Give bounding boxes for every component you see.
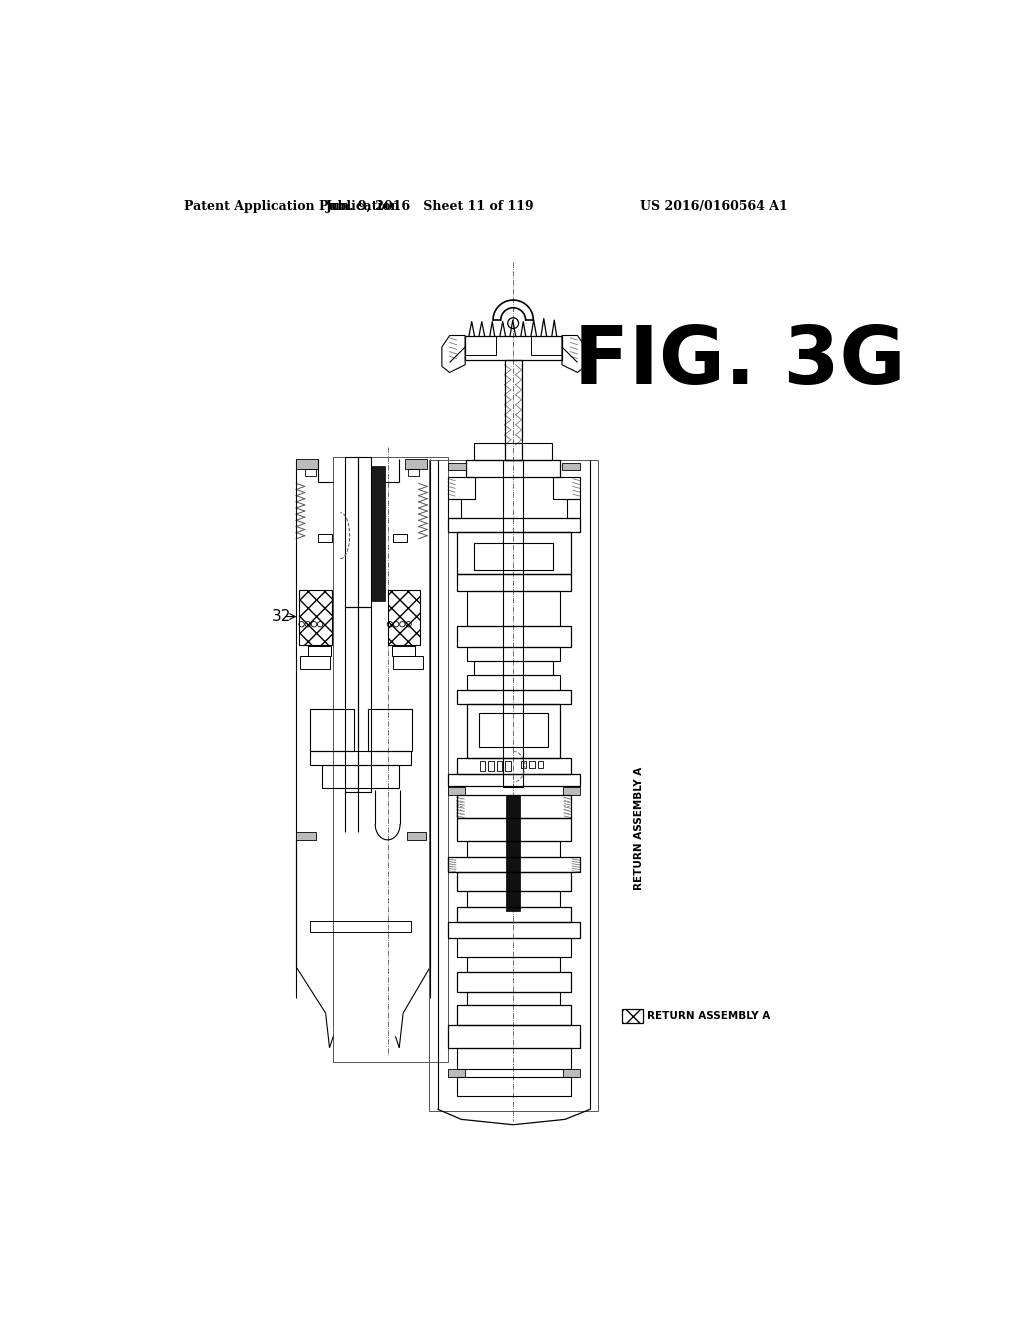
Bar bbox=[521, 760, 526, 768]
Text: RETURN ASSEMBLY A: RETURN ASSEMBLY A bbox=[635, 767, 644, 890]
Bar bbox=[457, 937, 570, 957]
Bar bbox=[429, 461, 598, 1111]
Bar bbox=[465, 335, 496, 355]
Bar bbox=[296, 832, 315, 840]
Bar bbox=[322, 766, 399, 788]
Bar bbox=[474, 444, 552, 461]
Bar bbox=[562, 462, 580, 470]
Bar bbox=[474, 661, 553, 675]
Bar bbox=[449, 499, 461, 517]
Bar bbox=[372, 466, 385, 601]
Bar bbox=[479, 713, 548, 747]
Bar bbox=[305, 469, 315, 477]
Text: US 2016/0160564 A1: US 2016/0160564 A1 bbox=[640, 199, 787, 213]
Bar bbox=[480, 760, 485, 771]
Bar bbox=[466, 461, 560, 478]
Bar bbox=[393, 656, 423, 669]
Bar bbox=[449, 923, 580, 937]
Bar bbox=[457, 574, 570, 591]
Bar bbox=[563, 1069, 580, 1077]
Bar bbox=[310, 709, 354, 751]
Bar bbox=[506, 795, 520, 911]
Bar bbox=[388, 590, 420, 645]
Bar bbox=[345, 457, 358, 607]
Bar bbox=[457, 626, 570, 647]
Bar bbox=[566, 499, 580, 517]
Bar bbox=[467, 675, 560, 690]
Bar bbox=[393, 535, 407, 543]
Bar bbox=[449, 1024, 580, 1048]
Bar bbox=[296, 459, 317, 469]
Bar bbox=[457, 873, 570, 891]
Bar bbox=[449, 788, 465, 795]
Bar bbox=[503, 461, 523, 788]
Bar bbox=[529, 760, 535, 768]
Bar bbox=[457, 907, 570, 923]
Bar bbox=[407, 832, 426, 840]
Bar bbox=[465, 335, 562, 360]
Bar bbox=[488, 760, 494, 771]
Bar bbox=[345, 607, 358, 792]
Text: FIG. 3G: FIG. 3G bbox=[574, 323, 906, 401]
Text: 32: 32 bbox=[271, 609, 291, 624]
Bar bbox=[467, 591, 560, 626]
Bar bbox=[457, 690, 570, 705]
Bar bbox=[358, 457, 372, 607]
Bar bbox=[449, 462, 466, 470]
Bar bbox=[622, 1010, 643, 1023]
Bar bbox=[457, 1077, 570, 1096]
Bar bbox=[317, 535, 332, 543]
Bar bbox=[506, 760, 511, 771]
Bar bbox=[308, 645, 331, 656]
Bar bbox=[457, 1006, 570, 1024]
Bar bbox=[391, 645, 415, 656]
Bar bbox=[406, 459, 427, 469]
Bar bbox=[457, 818, 570, 841]
Bar bbox=[334, 457, 449, 1061]
Text: Jun. 9, 2016   Sheet 11 of 119: Jun. 9, 2016 Sheet 11 of 119 bbox=[326, 199, 535, 213]
Bar bbox=[457, 532, 570, 574]
Bar bbox=[467, 647, 560, 661]
Bar bbox=[457, 758, 570, 774]
Bar bbox=[310, 921, 411, 932]
Bar bbox=[467, 705, 560, 758]
Bar bbox=[449, 774, 580, 785]
Bar bbox=[531, 335, 562, 355]
Bar bbox=[467, 957, 560, 973]
Bar bbox=[467, 991, 560, 1006]
Bar bbox=[553, 478, 580, 499]
Bar bbox=[408, 469, 419, 477]
Bar bbox=[457, 973, 570, 991]
Bar bbox=[369, 709, 413, 751]
Bar bbox=[497, 760, 503, 771]
Bar bbox=[467, 841, 560, 857]
Bar bbox=[474, 544, 553, 570]
Bar bbox=[467, 891, 560, 907]
Bar bbox=[358, 607, 372, 792]
Bar bbox=[457, 1048, 570, 1069]
Bar bbox=[457, 795, 570, 818]
Bar bbox=[538, 760, 544, 768]
Text: RETURN ASSEMBLY A: RETURN ASSEMBLY A bbox=[647, 1011, 770, 1022]
Bar bbox=[449, 478, 475, 499]
Bar bbox=[310, 751, 411, 766]
Bar bbox=[449, 857, 580, 873]
Bar bbox=[449, 517, 580, 532]
Bar bbox=[505, 360, 521, 461]
Bar bbox=[299, 590, 332, 645]
Text: Patent Application Publication: Patent Application Publication bbox=[183, 199, 399, 213]
Bar bbox=[300, 656, 330, 669]
Bar bbox=[449, 1069, 465, 1077]
Bar bbox=[563, 788, 580, 795]
